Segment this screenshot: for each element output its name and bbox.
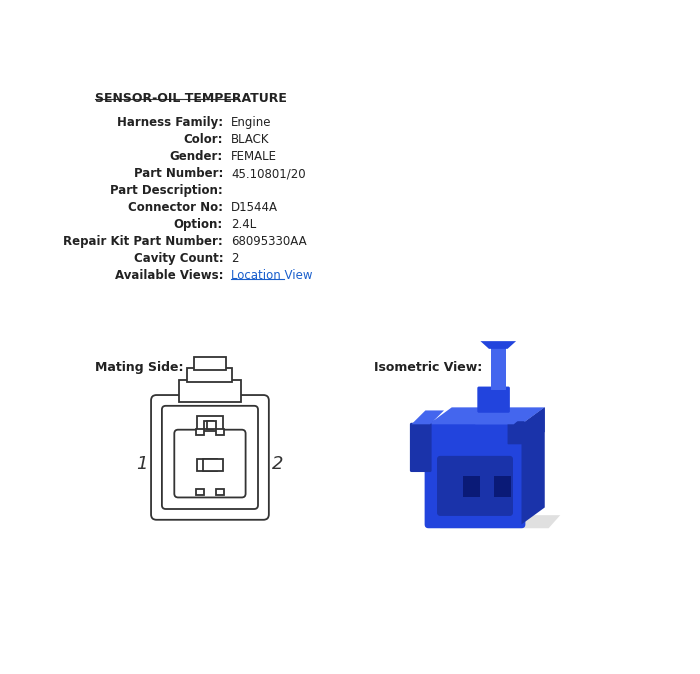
Bar <box>207 421 216 429</box>
Text: Harness Family:: Harness Family: <box>117 117 223 129</box>
Text: Color:: Color: <box>183 133 223 146</box>
Bar <box>204 421 213 429</box>
Text: Available Views:: Available Views: <box>115 269 223 282</box>
Text: 2: 2 <box>272 454 284 472</box>
Text: Gender:: Gender: <box>170 150 223 163</box>
Text: Engine: Engine <box>231 117 272 129</box>
Polygon shape <box>475 411 529 425</box>
Text: D1544A: D1544A <box>231 201 278 214</box>
Text: 2.4L: 2.4L <box>231 218 256 231</box>
FancyBboxPatch shape <box>410 423 432 472</box>
FancyBboxPatch shape <box>151 395 269 520</box>
FancyBboxPatch shape <box>437 456 513 516</box>
Bar <box>216 429 224 435</box>
Polygon shape <box>522 407 545 524</box>
Bar <box>197 459 217 471</box>
Text: Cavity Count:: Cavity Count: <box>134 252 223 265</box>
Bar <box>188 368 232 382</box>
Polygon shape <box>412 410 444 425</box>
Text: 68095330AA: 68095330AA <box>231 235 307 248</box>
FancyBboxPatch shape <box>425 421 526 528</box>
Text: Location View: Location View <box>231 269 312 282</box>
Text: 1: 1 <box>136 454 148 472</box>
Polygon shape <box>440 515 560 528</box>
Text: Mating Side:: Mating Side: <box>95 361 183 374</box>
Polygon shape <box>428 407 545 425</box>
Text: 2: 2 <box>231 252 239 265</box>
Text: 45.10801/20: 45.10801/20 <box>231 167 305 180</box>
Text: Part Number:: Part Number: <box>134 167 223 180</box>
Text: FEMALE: FEMALE <box>231 150 277 163</box>
Text: Option:: Option: <box>174 218 223 231</box>
FancyBboxPatch shape <box>162 406 258 509</box>
Bar <box>196 429 204 435</box>
Bar <box>179 380 241 402</box>
FancyBboxPatch shape <box>508 421 524 444</box>
Text: BLACK: BLACK <box>231 133 270 146</box>
Bar <box>194 357 226 369</box>
Text: SENSOR-OIL TEMPERATURE: SENSOR-OIL TEMPERATURE <box>95 92 287 104</box>
Bar <box>216 489 224 495</box>
Text: Connector No:: Connector No: <box>128 201 223 214</box>
Bar <box>491 347 506 390</box>
Polygon shape <box>522 407 545 443</box>
Bar <box>197 416 223 431</box>
Bar <box>196 489 204 495</box>
FancyBboxPatch shape <box>174 430 246 497</box>
Bar <box>463 476 480 497</box>
Polygon shape <box>480 341 516 349</box>
Bar <box>203 459 223 471</box>
Bar <box>494 476 512 497</box>
FancyBboxPatch shape <box>477 387 510 412</box>
Text: Part Description:: Part Description: <box>111 184 223 197</box>
Text: Repair Kit Part Number:: Repair Kit Part Number: <box>64 235 223 248</box>
Polygon shape <box>413 425 428 466</box>
Text: Isometric View:: Isometric View: <box>374 361 482 374</box>
